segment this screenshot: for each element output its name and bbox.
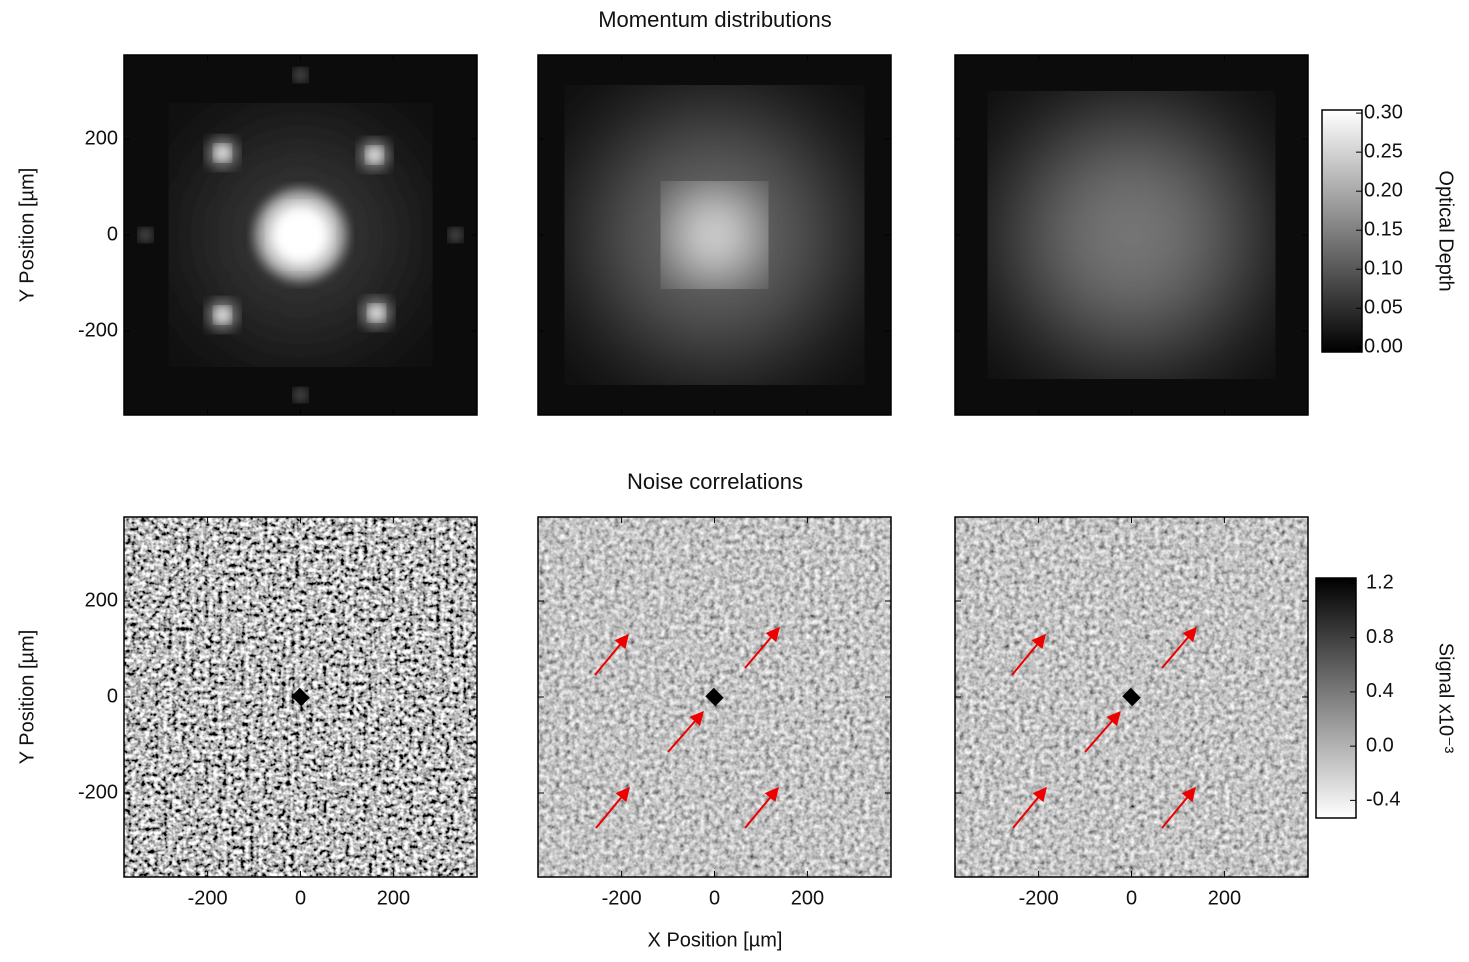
colorbar-tick-label: 0.05 [1364, 297, 1403, 319]
colorbar-tick-label: 0.15 [1364, 219, 1403, 241]
colorbar-tick-label: 0.4 [1366, 680, 1394, 702]
arrow [1012, 786, 1047, 829]
center-dark [291, 687, 310, 707]
peak [214, 307, 231, 323]
y-tick-label: 200 [85, 127, 118, 149]
center-dark [1122, 687, 1141, 707]
y-tick-label: -200 [78, 319, 118, 341]
center-dark [705, 687, 724, 707]
panel [538, 55, 891, 415]
colorbar-tick-label: 0.00 [1364, 336, 1403, 358]
center [669, 190, 760, 280]
colorbar [1321, 109, 1363, 353]
arrow [594, 633, 629, 676]
y-axis-label: Y Position [µm] [16, 630, 38, 765]
y-tick-label: 0 [107, 685, 118, 707]
colorbar-tick-label: 0.0 [1366, 734, 1394, 756]
peak [366, 147, 383, 163]
arrow [1084, 710, 1121, 753]
colorbar-tick-label: 0.20 [1364, 179, 1403, 201]
arrow [667, 710, 704, 753]
peak [368, 305, 385, 321]
colorbar-tick-label: 0.8 [1366, 626, 1394, 648]
panel [124, 55, 477, 415]
x-tick-label: -200 [1019, 887, 1059, 909]
panel [538, 517, 891, 877]
colorbar-label: Signal x10⁻³ [1435, 643, 1457, 754]
x-tick-label: 0 [1126, 887, 1137, 909]
colorbar-tick-label: 0.30 [1364, 101, 1403, 123]
arrow [1161, 626, 1197, 669]
panel [124, 517, 477, 877]
y-tick-label: -200 [78, 781, 118, 803]
x-tick-label: -200 [188, 887, 228, 909]
panel [955, 517, 1308, 877]
halo [1011, 115, 1252, 355]
faint-peak [138, 228, 153, 242]
center [270, 205, 331, 265]
row-title: Momentum distributions [598, 7, 832, 32]
x-tick-label: 200 [791, 887, 824, 909]
colorbar [1315, 577, 1357, 819]
x-tick-label: 0 [295, 887, 306, 909]
arrow [595, 786, 630, 829]
peak [214, 145, 231, 161]
colorbar-tick-label: -0.4 [1366, 789, 1400, 811]
colorbar-tick-label: 0.10 [1364, 258, 1403, 280]
x-axis-label: X Position [µm] [648, 929, 783, 951]
arrow [1011, 633, 1046, 676]
colorbar-label: Optical Depth [1435, 170, 1457, 291]
faint-peak [293, 68, 308, 82]
colorbar-tick-label: 1.2 [1366, 572, 1394, 594]
y-tick-label: 200 [85, 589, 118, 611]
x-tick-label: -200 [602, 887, 642, 909]
faint-peak [293, 388, 308, 402]
row-title: Noise correlations [627, 469, 803, 494]
arrow [744, 786, 779, 829]
arrow [1161, 786, 1196, 829]
y-axis-label: Y Position [µm] [16, 168, 38, 303]
y-tick-label: 0 [107, 223, 118, 245]
x-tick-label: 0 [709, 887, 720, 909]
colorbar-tick-label: 0.25 [1364, 140, 1403, 162]
faint-peak [448, 228, 463, 242]
arrow [744, 626, 780, 669]
x-tick-label: 200 [1208, 887, 1241, 909]
panel [955, 55, 1308, 415]
x-tick-label: 200 [377, 887, 410, 909]
